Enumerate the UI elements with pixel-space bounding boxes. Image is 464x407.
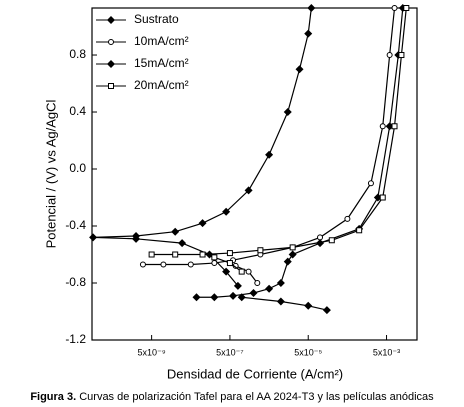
caption-label: Figura 3.: [30, 391, 76, 403]
data-point: [172, 251, 179, 258]
data-point: [238, 268, 245, 275]
data-point: [160, 261, 167, 268]
data-point: [386, 52, 393, 59]
data-point: [178, 239, 187, 248]
legend-marker: [108, 83, 114, 89]
data-point: [316, 239, 325, 248]
data-point: [265, 284, 274, 293]
data-point: [226, 260, 233, 267]
caption-text: Curvas de polarización Tafel para el AA …: [79, 391, 434, 403]
y-tick-label: -1.2: [65, 332, 86, 346]
data-point: [283, 257, 292, 266]
data-point: [344, 215, 351, 222]
data-point: [211, 260, 218, 267]
data-point: [222, 207, 231, 216]
data-point: [391, 123, 398, 130]
data-point: [328, 237, 335, 244]
data-point: [139, 261, 146, 268]
data-point: [276, 297, 285, 306]
data-point: [265, 150, 274, 159]
legend-marker: [107, 16, 115, 24]
data-point: [211, 254, 218, 261]
y-tick-label: 0.4: [69, 104, 86, 118]
y-tick-label: 0.0: [69, 161, 86, 175]
data-point: [198, 219, 207, 228]
y-tick-label: 0.8: [69, 47, 86, 61]
data-point: [132, 231, 141, 240]
data-point: [289, 244, 296, 251]
data-point: [199, 251, 206, 258]
data-point: [222, 267, 231, 276]
data-point: [257, 247, 264, 254]
data-point: [244, 186, 253, 195]
x-axis-label: Densidad de Corriente (A/cm²): [167, 366, 343, 381]
x-tick-label: 5x10⁻⁷: [216, 347, 244, 357]
x-tick-label: 5x10⁻³: [373, 347, 400, 357]
data-point: [245, 268, 252, 275]
plot-frame: [91, 7, 418, 341]
data-point: [322, 306, 331, 315]
data-point: [304, 29, 313, 38]
x-tick-label: 5x10⁻⁵: [294, 347, 322, 357]
data-point: [233, 281, 242, 290]
data-point: [288, 250, 297, 259]
data-point: [210, 293, 219, 302]
data-point: [356, 227, 363, 234]
y-tick-label: -0.4: [65, 218, 86, 232]
data-point: [89, 233, 98, 242]
data-point: [171, 227, 180, 236]
y-tick-label: -0.8: [65, 275, 86, 289]
legend-label: Sustrato: [134, 12, 179, 26]
data-point: [304, 301, 313, 310]
data-point: [398, 52, 405, 59]
data-point: [391, 5, 398, 11]
y-axis-label: Potencial / (V) vs Ag/AgCl: [43, 99, 58, 248]
data-point: [276, 279, 285, 288]
legend-label: 10mA/cm²: [134, 34, 189, 48]
x-tick-label: 5x10⁻⁹: [138, 347, 166, 357]
data-point: [403, 5, 410, 11]
data-point: [249, 288, 258, 297]
data-point: [192, 293, 201, 302]
legend-label: 15mA/cm²: [134, 56, 189, 70]
caption: Figura 3. Curvas de polarización Tafel p…: [30, 391, 434, 403]
data-point: [187, 261, 194, 268]
series-line: [151, 7, 407, 273]
data-point: [283, 108, 292, 117]
data-point: [379, 123, 386, 130]
series-line: [93, 7, 312, 287]
data-point: [237, 293, 246, 302]
data-point: [379, 194, 386, 201]
data-point: [229, 291, 238, 300]
data-point: [307, 4, 316, 12]
legend-marker: [107, 60, 115, 68]
data-point: [367, 180, 374, 187]
data-point: [148, 251, 155, 258]
data-point: [254, 280, 261, 287]
legend-marker: [108, 39, 114, 45]
data-point: [226, 250, 233, 257]
data-point: [295, 65, 304, 74]
legend-label: 20mA/cm²: [134, 78, 189, 92]
